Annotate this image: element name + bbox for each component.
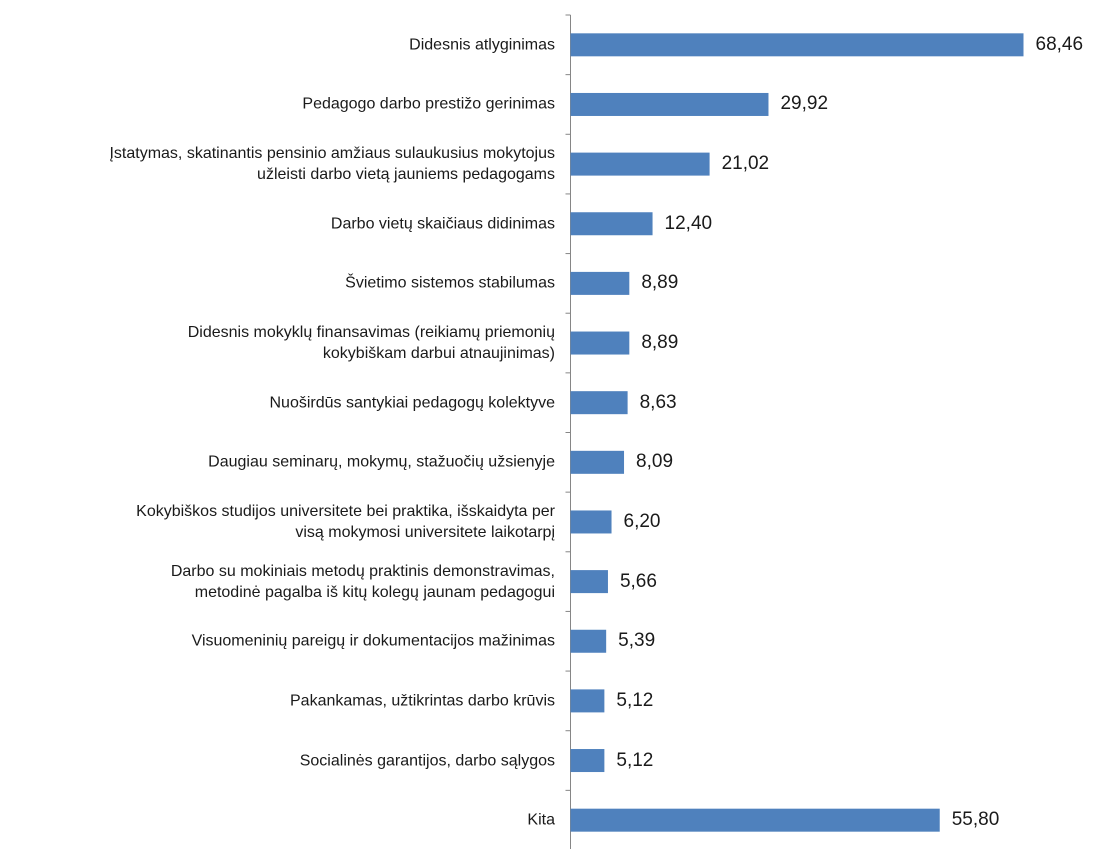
bar xyxy=(570,629,607,653)
bar xyxy=(570,749,605,773)
category-label: Pakankamas, užtikrintas darbo krūvis xyxy=(290,692,555,710)
category-label: Švietimo sistemos stabilumas xyxy=(345,274,555,292)
category-label: Kita xyxy=(527,811,555,829)
bar xyxy=(570,33,1024,57)
category-label: Daugiau seminarų, mokymų, stažuočių užsi… xyxy=(208,453,555,471)
bar xyxy=(570,391,628,415)
value-label: 6,20 xyxy=(623,510,661,532)
category-label: Nuoširdūs santykiai pedagogų kolektyve xyxy=(269,394,556,412)
category-label: Visuomeninių pareigų ir dokumentacijos m… xyxy=(191,632,555,650)
bar xyxy=(570,271,630,295)
bar xyxy=(570,808,940,832)
value-label: 55,80 xyxy=(951,809,1000,831)
value-label: 5,66 xyxy=(619,570,657,592)
bar xyxy=(570,152,710,176)
bar xyxy=(570,510,612,534)
value-label: 29,92 xyxy=(780,93,829,115)
category-label: Kokybiškos studijos universitete bei pra… xyxy=(136,502,555,541)
value-label: 8,09 xyxy=(636,451,674,473)
value-label: 21,02 xyxy=(721,153,770,175)
category-label: Pedagogo darbo prestižo gerinimas xyxy=(302,95,555,113)
value-label: 5,12 xyxy=(616,689,654,711)
bar xyxy=(570,92,769,116)
category-label: Didesnis mokyklų finansavimas (reikiamų … xyxy=(187,324,555,363)
category-label: Įstatymas, skatinantis pensinio amžiaus … xyxy=(109,145,555,184)
bar xyxy=(570,331,630,355)
category-label: Didesnis atlyginimas xyxy=(409,36,555,54)
category-label: Darbo su mokiniais metodų praktinis demo… xyxy=(170,562,555,601)
bar xyxy=(570,689,605,713)
bar xyxy=(570,212,653,236)
value-label: 5,12 xyxy=(616,749,654,771)
value-label: 12,40 xyxy=(664,212,713,234)
category-label: Socialinės garantijos, darbo sąlygos xyxy=(299,752,555,770)
value-label: 8,89 xyxy=(641,272,679,294)
bar xyxy=(570,450,625,474)
value-label: 5,39 xyxy=(618,630,656,652)
value-label: 68,46 xyxy=(1035,33,1084,55)
bar xyxy=(570,570,608,594)
category-label: Darbo vietų skaičiaus didinimas xyxy=(330,215,555,233)
value-label: 8,63 xyxy=(639,391,677,413)
value-label: 8,89 xyxy=(641,332,679,354)
